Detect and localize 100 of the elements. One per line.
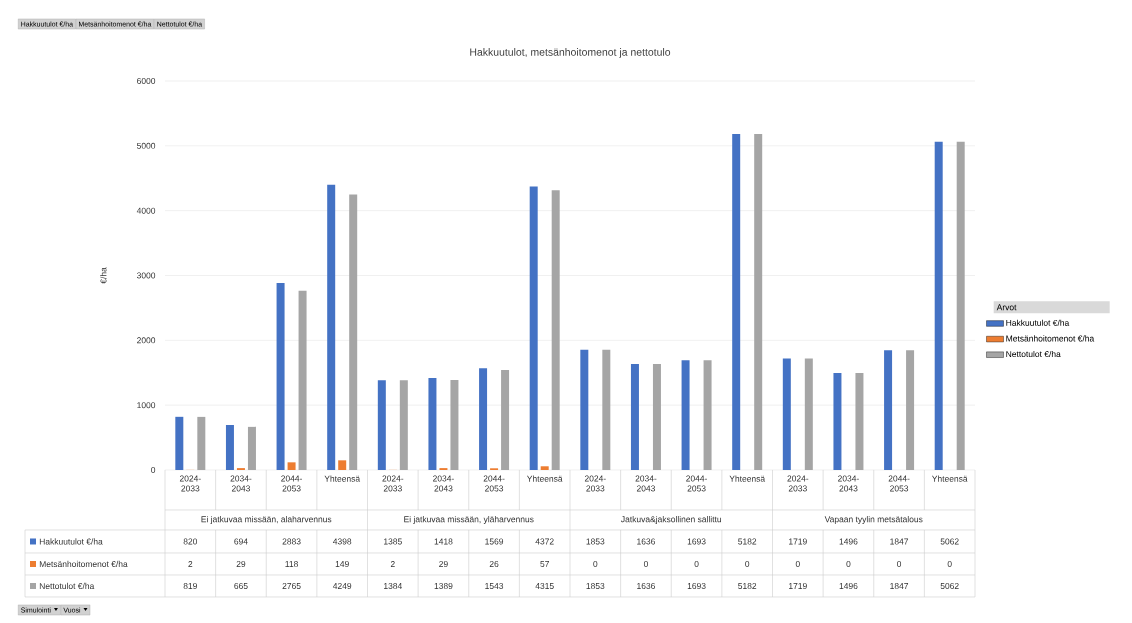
x-tick-label: 2024-2033 xyxy=(584,475,606,492)
data-label: 118 xyxy=(285,560,298,567)
data-label: 1847 xyxy=(890,538,909,545)
bar xyxy=(175,416,184,470)
bar xyxy=(833,372,842,470)
bar xyxy=(855,372,864,470)
bar xyxy=(681,360,690,470)
data-label: 1693 xyxy=(687,538,706,545)
bar xyxy=(197,416,206,470)
data-label: 1719 xyxy=(789,582,807,589)
text: Metsänhoitomenot €/ha xyxy=(1006,335,1095,342)
data-label: 4315 xyxy=(535,582,554,589)
data-label: 0 xyxy=(593,560,598,567)
y-tick-label: 5000 xyxy=(136,142,156,149)
data-label: 820 xyxy=(183,538,198,545)
data-label: 1384 xyxy=(384,582,402,589)
data-label: 57 xyxy=(540,561,549,567)
data-label: 0 xyxy=(745,560,750,567)
data-label: 5182 xyxy=(738,582,757,589)
data-label: 0 xyxy=(846,560,851,567)
bar xyxy=(956,141,965,470)
y-tick-label: 3000 xyxy=(136,272,156,279)
bar xyxy=(732,134,741,470)
bar xyxy=(428,378,437,470)
bar xyxy=(703,360,712,470)
data-label: 1719 xyxy=(789,538,807,545)
y-axis-title: €/ha xyxy=(100,267,107,284)
data-label: 2 xyxy=(390,561,395,567)
x-tick-label: Yhteensä xyxy=(526,475,563,482)
text: Hakkuutulot €/ha xyxy=(39,538,103,545)
data-label: 819 xyxy=(183,582,197,589)
x-tick-label: 2044-2053 xyxy=(483,475,505,492)
bar xyxy=(501,369,510,470)
x-tick-label: 2024-2033 xyxy=(382,475,404,492)
bar xyxy=(529,186,538,470)
bar xyxy=(287,462,296,470)
y-tick-label: 0 xyxy=(151,466,156,473)
bar xyxy=(884,350,893,470)
data-label: 1569 xyxy=(485,538,504,545)
legend-label: Nettotulot €/ha xyxy=(1006,350,1061,358)
x-tick-label: 2024-2033 xyxy=(179,475,201,492)
data-label: 1853 xyxy=(586,582,605,589)
x-tick-label: 2034-2043 xyxy=(635,475,657,492)
data-label: 1853 xyxy=(586,538,605,545)
data-label: 0 xyxy=(694,560,699,567)
data-label: 0 xyxy=(795,560,800,567)
x-tick-label: 2024-2033 xyxy=(787,475,809,492)
data-label: 5182 xyxy=(738,538,757,545)
data-label: 5062 xyxy=(940,582,959,589)
data-label: 1418 xyxy=(434,538,453,545)
data-label: 29 xyxy=(439,560,448,567)
data-label: 0 xyxy=(947,560,952,567)
x-tick-label: 2044-2053 xyxy=(281,475,303,492)
bar xyxy=(551,190,560,470)
bar xyxy=(298,290,307,470)
bar xyxy=(630,363,639,470)
data-label: 1636 xyxy=(637,582,655,589)
bar xyxy=(540,466,549,470)
bar xyxy=(399,380,408,470)
y-tick-label: 2000 xyxy=(137,337,156,344)
x-tick-label: Yhteensä xyxy=(932,475,968,482)
data-label: 2883 xyxy=(282,538,301,545)
x-tick-label: 2034-2043 xyxy=(230,475,252,492)
chart-title: Hakkuutulot, metsänhoitomenot ja nettotulo xyxy=(470,48,671,58)
bar xyxy=(338,460,347,470)
y-tick-label: 4000 xyxy=(136,207,156,214)
bar xyxy=(754,134,763,470)
legend-label: Hakkuutulot €/ha xyxy=(1006,319,1070,326)
x-tick-label: Yhteensä xyxy=(324,475,361,482)
data-label: 4372 xyxy=(535,538,554,545)
x-tick-label: 2044-2053 xyxy=(888,475,910,492)
data-label: 4249 xyxy=(332,582,352,589)
data-label: 5062 xyxy=(940,538,959,545)
bar xyxy=(349,194,358,470)
text: Vapaan tyylin metsätalous xyxy=(824,516,923,524)
bar xyxy=(377,380,386,470)
data-label: 694 xyxy=(234,538,248,545)
data-label: 1636 xyxy=(637,538,655,545)
bar xyxy=(327,184,336,470)
y-tick-label: 6000 xyxy=(137,78,156,84)
bar xyxy=(934,141,943,470)
data-label: 0 xyxy=(643,560,648,567)
data-label: 1847 xyxy=(890,582,909,589)
text: Nettotulot €/ha xyxy=(39,582,95,590)
bar xyxy=(906,350,915,470)
data-label: 0 xyxy=(897,560,902,567)
legend-label: Metsänhoitomenot €/ha xyxy=(39,560,128,568)
data-label: 29 xyxy=(236,560,246,567)
data-label: 1693 xyxy=(687,582,706,589)
y-tick-label: 1000 xyxy=(137,402,156,409)
data-label: 665 xyxy=(234,582,248,589)
text: Ei jatkuvaa missään, yläharvennus xyxy=(404,516,534,524)
x-tick-label: 2034-2043 xyxy=(433,475,454,492)
data-label: 2 xyxy=(188,561,193,567)
data-label: 26 xyxy=(489,560,499,567)
bar xyxy=(225,424,234,470)
bar xyxy=(276,283,285,470)
data-label: 4398 xyxy=(332,538,352,545)
data-label: 149 xyxy=(335,560,349,567)
x-tick-label: 2034-2043 xyxy=(838,475,859,492)
